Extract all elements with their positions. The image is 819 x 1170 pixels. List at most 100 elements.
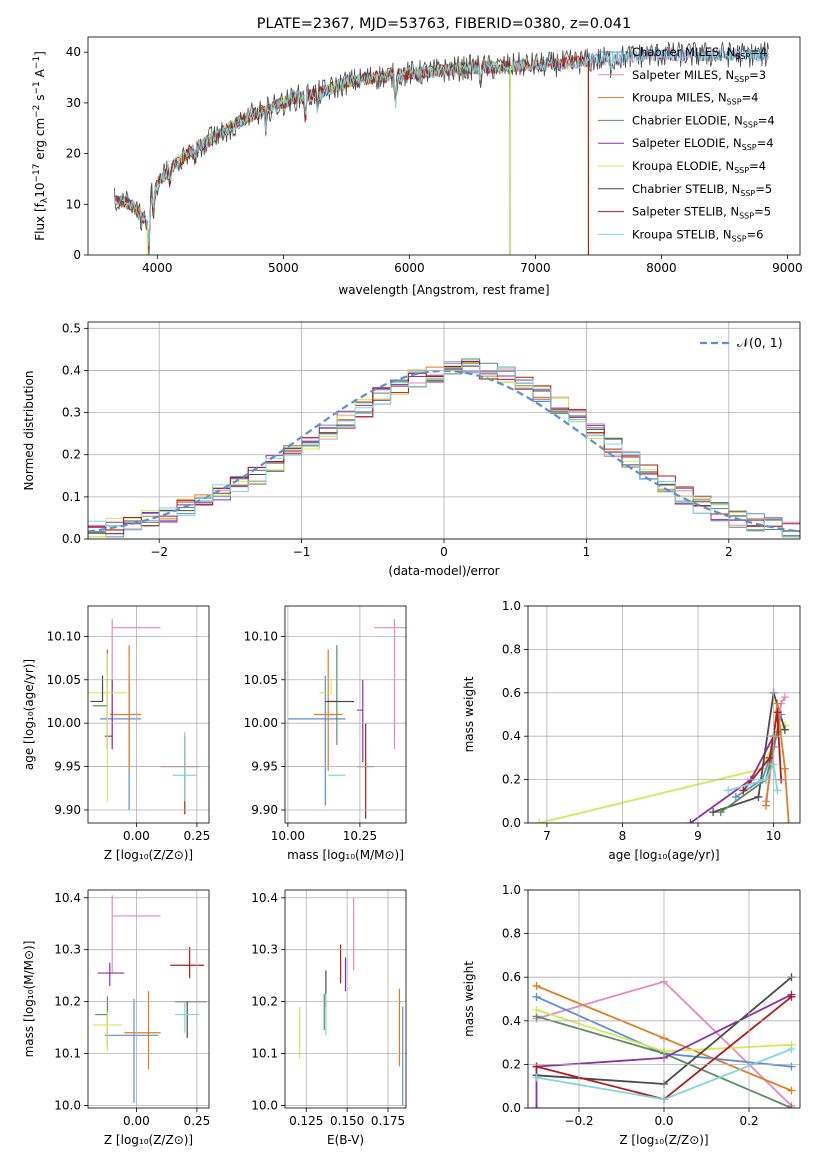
y-label-part: ] — [33, 51, 47, 56]
spectrum-axes: 4000 5000 6000 7000 8000 9000 0 10 20 30 40 PLATE=2… — [32, 16, 803, 297]
weight-marker — [716, 808, 725, 817]
weight-marker — [739, 786, 748, 795]
legend-entry: Chabrier MILES, NSSP=4 — [632, 45, 767, 61]
y-tick-label: 20 — [66, 147, 81, 161]
residuals-frame — [87, 321, 801, 540]
y-label-part: erg cm — [33, 118, 47, 164]
x-tick-label: 8000 — [646, 261, 677, 275]
legend-entry-part: SSP — [739, 212, 754, 221]
y-label-part: s — [33, 95, 47, 105]
y-tick-label: 0.0 — [502, 816, 521, 830]
y-tick-label: 9.90 — [54, 803, 81, 817]
x-axis-label: Z [log₁₀(Z/Z⊙)] — [104, 1133, 193, 1147]
y-tick-label: 40 — [66, 45, 81, 59]
legend-entry-part: SSP — [734, 166, 749, 175]
y-tick-label: 10.1 — [54, 1047, 81, 1061]
x-axis-label: Z [log₁₀(Z/Z⊙)] — [619, 1133, 708, 1147]
x-tick-label: 0.25 — [184, 829, 211, 843]
spectrum-series-line — [114, 47, 769, 247]
legend-entry: 𝒩(0, 1) — [737, 335, 783, 350]
residuals-axes: −2 −1 0 1 2 0.0 0.1 0.2 0.3 0.4 0.5 (data-model)/er… — [22, 321, 801, 578]
y-tick-label: 10 — [66, 197, 81, 211]
x-tick-label: 2 — [725, 545, 733, 559]
x-tick-label: 5000 — [268, 261, 299, 275]
y-axis-label: Flux [fλ10−17 erg cm−2 s−1 A−1] — [32, 51, 50, 241]
y-tick-label: 0.4 — [502, 729, 521, 743]
errorbar-point — [319, 679, 332, 694]
x-axis-label: Z [log₁₀(Z/Z⊙)] — [104, 848, 193, 862]
weight-marker — [773, 786, 782, 795]
weight-marker — [532, 981, 541, 990]
y-label-part: Flux [f — [33, 202, 47, 240]
legend-entry-part: =3 — [749, 68, 766, 82]
weight-marker — [686, 819, 695, 823]
weight-marker — [773, 708, 782, 717]
y-label-part: 10 — [33, 183, 47, 198]
weight-marker — [787, 1045, 796, 1054]
x-axis-label: E(B-V) — [327, 1133, 364, 1147]
x-axis-label: (data-model)/error — [388, 564, 499, 578]
weight-marker — [787, 992, 796, 1001]
y-tick-label: 0.5 — [62, 321, 81, 335]
errorbar-point — [88, 653, 127, 802]
y-tick-label: 0 — [73, 248, 81, 262]
errorbar-point — [313, 649, 343, 771]
weight-series-line — [539, 724, 786, 823]
mass-weight-vs-age-axes: 7 8 9 10 0.0 0.2 0.4 0.6 0.8 1.0 age [log₁₀(age/yr… — [462, 599, 801, 862]
legend-entry-part: Chabrier STELIB, N — [632, 182, 740, 196]
weight-marker — [780, 764, 789, 773]
legend-entry-part: Chabrier MILES, N — [632, 45, 735, 59]
errorbar-point — [109, 645, 142, 771]
weight-marker — [762, 801, 770, 810]
x-tick-label: 10.25 — [343, 829, 377, 843]
errorbar-point — [328, 645, 338, 745]
y-tick-label: 10.1 — [251, 1047, 278, 1061]
y-tick-label: 9.90 — [251, 803, 278, 817]
errorbar-point — [170, 947, 205, 979]
mass-weight-vs-Z-frame — [527, 889, 801, 1109]
legend-entry-part: =4 — [749, 159, 766, 173]
legend-entry-part: =5 — [755, 182, 772, 196]
legend-entry: Salpeter ELODIE, NSSP=4 — [632, 136, 774, 152]
spectrum-plot-area — [114, 41, 769, 255]
y-label-part: −2 — [32, 105, 42, 118]
weight-marker — [532, 992, 541, 1001]
errorbar-point — [374, 619, 406, 750]
errorbar-point — [124, 991, 161, 1070]
y-tick-label: 0.2 — [62, 448, 81, 462]
errorbar-point — [90, 675, 104, 703]
weight-marker — [780, 693, 789, 702]
y-tick-label: 0.8 — [502, 642, 521, 656]
legend-entry-part: Chabrier ELODIE, N — [632, 113, 743, 127]
mass-vs-EBV-axes: 0.125 0.150 0.175 10.0 10.1 10.2 10.3 10.4 E(B-V… — [251, 889, 407, 1147]
weight-marker — [773, 699, 782, 708]
y-tick-label: 0.6 — [502, 970, 521, 984]
y-tick-label: 10.3 — [54, 943, 81, 957]
mass-vs-Z-plot-area — [92, 895, 207, 1103]
age-vs-Z-plot-area — [88, 619, 200, 815]
x-tick-label: 10.00 — [271, 829, 305, 843]
legend-entry-part: =4 — [742, 91, 759, 105]
legend-entry-part: Kroupa MILES, N — [632, 91, 727, 105]
x-tick-label: 9 — [694, 829, 702, 843]
x-tick-label: −1 — [293, 545, 311, 559]
y-tick-label: 9.95 — [251, 760, 278, 774]
weight-marker — [532, 1073, 541, 1082]
y-label-part: A — [33, 68, 47, 81]
y-label-part: −17 — [32, 164, 42, 183]
weight-marker — [787, 1062, 796, 1071]
y-tick-label: 10.4 — [251, 891, 278, 905]
legend-entry-part: SSP — [735, 52, 750, 61]
y-axis-label: mass [log₁₀(M/M⊙)] — [22, 941, 36, 1058]
legend-entry-part: SSP — [743, 120, 758, 129]
y-tick-label: 10.3 — [251, 943, 278, 957]
x-tick-label: 0.2 — [739, 1114, 758, 1128]
spectrum-series-line — [114, 41, 769, 255]
y-tick-label: 0.2 — [502, 1057, 521, 1071]
x-tick-label: 0.25 — [184, 1114, 211, 1128]
weight-marker — [787, 1086, 796, 1095]
y-tick-label: 0.0 — [502, 1101, 521, 1115]
weight-marker — [535, 819, 544, 823]
y-axis-label: Normed distribution — [22, 371, 36, 491]
